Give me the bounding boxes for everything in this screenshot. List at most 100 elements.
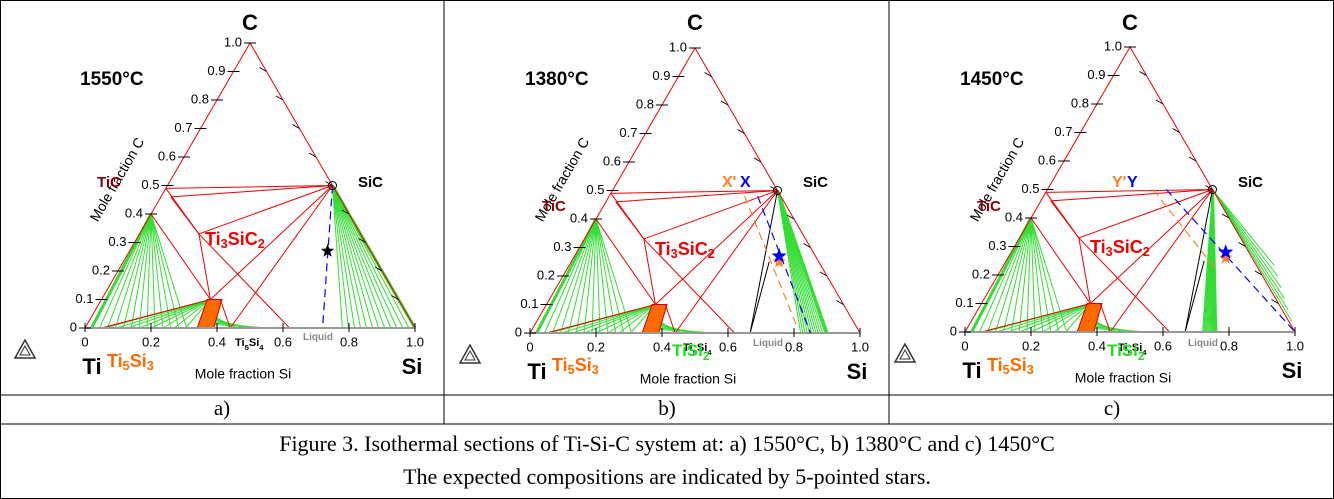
phase-label: Ti5Si4: [235, 337, 264, 352]
tie-line: [116, 299, 211, 329]
phase-label: TiC: [977, 198, 1001, 215]
c-tick-label: 0.1: [520, 296, 538, 311]
tie-line: [146, 213, 152, 329]
temperature: 1450°C: [960, 69, 1024, 90]
si-tick-label: 0.6: [274, 334, 292, 349]
si-tick-label: 0.6: [1154, 338, 1172, 353]
tick-mark: [1271, 299, 1279, 304]
phase-label: Liquid: [753, 338, 783, 349]
tick-mark: [704, 72, 712, 77]
corner-label: Si: [1282, 358, 1303, 383]
tick-mark: [836, 300, 844, 305]
tie-line: [1026, 217, 1032, 333]
tie-line: [122, 213, 152, 329]
logo: [893, 342, 917, 363]
logo: [19, 344, 31, 356]
si-tick-label: 1.0: [851, 339, 869, 354]
phase-label: X': [722, 174, 736, 191]
phase-boundary: [643, 238, 735, 334]
si-tick-label: 0.4: [208, 334, 226, 349]
phase-boundary: [610, 190, 778, 194]
c-tick-label: 0.2: [972, 266, 990, 281]
tie-line: [1042, 303, 1091, 333]
phase-label: Ti3SiC2: [1090, 237, 1150, 260]
phase-boundary: [1050, 200, 1080, 239]
axis-title: Mole fraction Si: [1075, 370, 1171, 386]
phase-point: [328, 181, 337, 190]
tie-line: [583, 218, 597, 334]
tie-line: [591, 218, 597, 334]
tie-line: [607, 304, 656, 334]
phase-boundary: [170, 196, 200, 235]
si-tick-label: 1.0: [406, 334, 424, 349]
c-tick-label: 0.4: [1005, 209, 1023, 224]
tick-mark: [358, 238, 366, 243]
phase-boundary: [546, 304, 656, 334]
si-tick-label: 0.4: [653, 339, 671, 354]
tie-line: [127, 299, 211, 329]
corner-label: C: [687, 10, 703, 35]
tie-line: [618, 304, 656, 334]
c-tick-label: 0.7: [174, 120, 192, 135]
phase-boundary: [1030, 217, 1091, 304]
c-tick-label: 0.6: [603, 153, 621, 168]
panel-caption: a): [214, 396, 230, 420]
c-tick-label: 0: [515, 324, 522, 339]
phase-boundary: [643, 190, 778, 240]
tick-mark: [786, 214, 795, 220]
tie-line: [332, 185, 362, 329]
phase-label: TiC: [542, 198, 566, 215]
phase-boundary: [1078, 237, 1170, 333]
c-tick-label: 0.8: [191, 91, 209, 106]
phase-boundary: [198, 233, 290, 329]
phase-boundary: [615, 190, 778, 203]
c-tick-label: 0.6: [1038, 152, 1056, 167]
temperature: 1380°C: [525, 69, 589, 90]
tie-line: [595, 218, 609, 334]
tie-line: [332, 185, 398, 329]
phase-boundary: [1184, 189, 1213, 333]
phase-boundary: [1078, 237, 1091, 304]
phase-label: Ti5Si4: [683, 342, 712, 357]
phase-label: Ti5Si3: [107, 351, 154, 374]
si-tick-label: 0.2: [587, 339, 605, 354]
phase-boundary: [165, 185, 333, 189]
tie-line: [1002, 217, 1032, 333]
tie-line: [1030, 217, 1036, 333]
tie-line: [994, 217, 1032, 333]
tick-mark: [1254, 270, 1263, 276]
c-tick-label: 0.5: [586, 182, 604, 197]
tie-line: [150, 213, 180, 329]
tie-line: [332, 185, 355, 329]
tick-mark: [341, 209, 350, 215]
phase-label: Liquid: [303, 332, 333, 343]
tie-line: [559, 218, 597, 334]
phase-point: [1208, 185, 1217, 194]
c-tick-label: 1.0: [1104, 38, 1122, 53]
axis-title: Mole fraction Si: [640, 371, 736, 387]
phase-boundary: [198, 233, 211, 300]
c-tick-label: 0.3: [988, 238, 1006, 253]
tie-line: [1018, 217, 1032, 333]
phase-label: TiSi2: [1107, 341, 1145, 363]
phase-label: X: [740, 174, 751, 191]
figure-caption: The expected compositions are indicated …: [403, 464, 931, 489]
tie-line: [332, 185, 380, 329]
composition-star: [772, 254, 786, 268]
c-tick-label: 1.0: [669, 39, 687, 54]
tie-line: [595, 304, 656, 334]
composition-star: [771, 248, 787, 263]
phase-label: Y': [1112, 174, 1126, 191]
tick-mark: [1188, 156, 1197, 162]
tie-line: [1030, 217, 1052, 333]
tick-mark: [1205, 185, 1213, 190]
c-tick-label: 0.9: [652, 68, 670, 83]
c-tick-label: 0.4: [570, 210, 588, 225]
tie-line: [595, 218, 625, 334]
si-tick-label: 0.8: [785, 339, 803, 354]
tick-mark: [1155, 99, 1164, 105]
tie-line: [1053, 303, 1091, 333]
tie-line: [996, 303, 1091, 333]
phase-point: [773, 186, 782, 195]
